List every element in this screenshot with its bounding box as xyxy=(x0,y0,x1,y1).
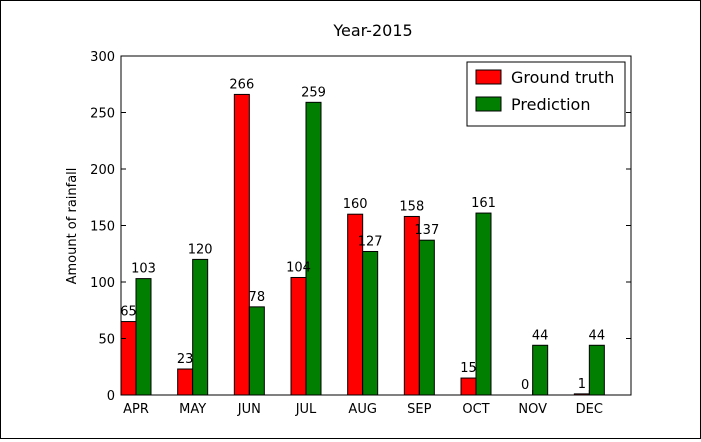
x-tick-label: DEC xyxy=(576,402,603,417)
prediction-bar xyxy=(248,306,265,396)
bars-group xyxy=(120,93,605,396)
bar-value-label: 44 xyxy=(589,328,606,343)
ground-truth-bar xyxy=(233,93,250,396)
x-tick-label: JUL xyxy=(295,402,317,417)
y-tick-label: 200 xyxy=(90,163,115,178)
x-tick-label: AUG xyxy=(348,402,376,417)
bar-value-label: 44 xyxy=(532,328,549,343)
x-tick-label: NOV xyxy=(518,402,547,417)
legend-label: Prediction xyxy=(511,95,590,114)
bar-value-label: 65 xyxy=(120,305,137,320)
bar-value-label: 78 xyxy=(249,290,266,305)
prediction-bar xyxy=(475,212,492,396)
y-tick-label: 100 xyxy=(90,276,115,291)
bar-value-label: 160 xyxy=(343,197,368,212)
legend-swatch xyxy=(475,96,502,112)
data-labels-group: 65 103 23 120 266 78 104 259 160 127 158 137 15 161 0 4… xyxy=(120,77,605,393)
bar-value-label: 15 xyxy=(460,361,477,376)
x-tick-label: OCT xyxy=(462,402,489,417)
prediction-bar xyxy=(192,258,209,396)
x-tick-label: MAY xyxy=(179,402,206,417)
bar-value-label: 1 xyxy=(578,377,586,392)
prediction-bar xyxy=(362,250,379,396)
y-axis-label: Amount of rainfall xyxy=(65,168,80,285)
legend-swatch xyxy=(475,69,502,85)
bar-value-label: 120 xyxy=(188,242,213,257)
bar-value-label: 103 xyxy=(131,262,156,277)
bar-value-label: 137 xyxy=(414,223,439,238)
legend: Ground truth Prediction xyxy=(466,61,626,127)
prediction-bar xyxy=(532,344,549,396)
prediction-bar xyxy=(135,278,152,396)
bar-value-label: 161 xyxy=(471,196,496,211)
legend-label: Ground truth xyxy=(511,68,614,87)
ground-truth-bar xyxy=(120,321,137,396)
y-tick-label: 0 xyxy=(107,389,115,404)
y-tick-label: 300 xyxy=(90,50,115,65)
prediction-bar xyxy=(305,101,322,396)
bar-value-label: 127 xyxy=(358,234,383,249)
chart-title: Year-2015 xyxy=(332,21,412,40)
x-tick-label: APR xyxy=(123,402,149,417)
y-tick-label: 150 xyxy=(90,220,115,235)
ground-truth-bar xyxy=(177,368,194,396)
bar-value-label: 104 xyxy=(286,260,311,275)
x-tick-label: SEP xyxy=(407,402,431,417)
ground-truth-bar xyxy=(403,215,420,396)
bar-value-label: 158 xyxy=(399,199,424,214)
ground-truth-bar xyxy=(290,276,307,396)
x-tick-label: JUN xyxy=(237,402,261,417)
y-tick-label: 50 xyxy=(98,333,115,348)
prediction-bar xyxy=(418,239,435,396)
ground-truth-bar xyxy=(460,377,477,396)
y-tick-label: 250 xyxy=(90,107,115,122)
bar-value-label: 266 xyxy=(229,77,254,92)
bar-value-label: 0 xyxy=(521,378,529,393)
bar-value-label: 259 xyxy=(301,85,326,100)
x-axis-ticks: APR MAY JUN JUL AUG SEP OCT NOV DEC xyxy=(123,390,603,417)
prediction-bar xyxy=(588,344,605,396)
bar-value-label: 23 xyxy=(177,352,194,367)
